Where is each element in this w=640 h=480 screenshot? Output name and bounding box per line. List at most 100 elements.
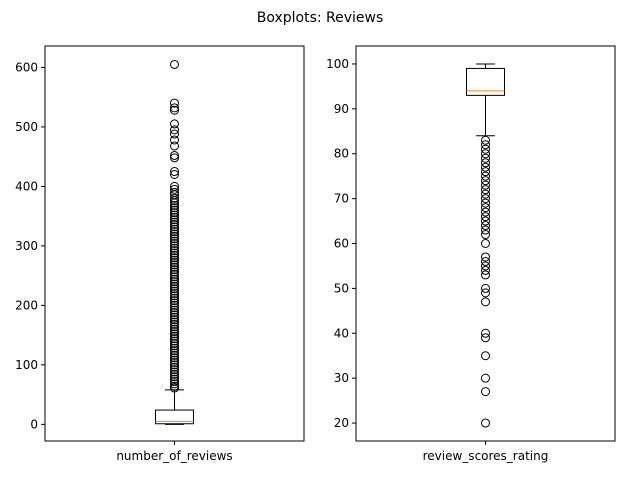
outlier-point [170,315,179,325]
outlier-point [481,171,490,181]
outlier-point [170,219,179,229]
outlier-point [170,255,179,265]
outlier-point [170,284,179,294]
outlier-point [170,217,179,227]
outlier-point [170,348,179,358]
outlier-point [170,246,179,256]
outlier-point [481,140,490,150]
outlier-point [481,265,490,275]
y-tick-label: 100 [15,358,38,372]
outlier-point [481,418,490,428]
outlier-point [170,329,179,339]
outlier-point [481,176,490,186]
outlier-point [481,261,490,271]
outlier-point [170,291,179,301]
outlier-point [170,360,179,370]
x-tick-label: number_of_reviews [116,449,232,463]
outlier-point [170,305,179,315]
outlier-point [170,341,179,351]
outlier-point [170,222,179,232]
outlier-point [170,310,179,320]
y-tick-label: 100 [326,57,349,71]
outlier-point [481,194,490,204]
boxplot-panel-1: 0 100 200 300 400 500 600 number_of_reviews [15,45,305,463]
outlier-point [481,256,490,266]
outlier-point [170,379,179,389]
outlier-point [481,149,490,159]
outlier-point [481,212,490,222]
outlier-point [170,250,179,260]
outlier-point [170,208,179,218]
outlier-point [170,105,179,115]
outlier-point [481,239,490,248]
outlier-point [170,288,179,298]
outlier-point [170,59,179,69]
outlier-point [170,229,179,239]
outlier-point [170,265,179,275]
y-tick-label: 200 [15,298,38,312]
outlier-point [170,298,179,308]
outlier-point [170,293,179,303]
y-tick-label: 0 [30,417,38,431]
outlier-point [481,207,490,217]
outlier-point [481,158,490,168]
outlier-point [170,103,179,113]
outlier-point [170,274,179,284]
outlier-point [481,270,490,280]
outlier-point [170,353,179,363]
outlier-point [481,221,490,231]
outlier-point [170,153,179,163]
outlier-point [170,260,179,270]
outlier-point [170,377,179,387]
outlier-point [170,277,179,287]
outlier-point [481,216,490,226]
outlier-point [170,150,179,160]
outlier-point [481,230,490,240]
outlier-point [170,241,179,251]
outlier-point [170,383,179,393]
outlier-point [170,125,179,135]
outlier-point [170,167,179,177]
y-tick-label: 600 [15,60,38,74]
outlier-point [481,333,490,343]
outlier-point [170,243,179,253]
outlier-point [170,267,179,277]
outlier-point [481,198,490,208]
outlier-point [481,387,490,397]
outlier-point [170,327,179,337]
outlier-point [170,200,179,210]
outlier-point [170,196,179,206]
outlier-point [481,185,490,195]
outlier-point [170,231,179,241]
outlier-point [481,283,490,293]
y-tick-label: 300 [15,239,38,253]
y-tick-label: 80 [334,147,349,161]
outlier-point [170,236,179,246]
outlier-point [170,357,179,367]
outlier-point [170,141,179,151]
outlier-point [170,272,179,282]
outlier-point [481,288,490,298]
outlier-point [170,239,179,248]
outlier-point [170,234,179,244]
outlier-point [481,162,490,172]
outlier-point [481,153,490,163]
outlier-point [170,205,179,215]
outlier-point [170,296,179,306]
outlier-point [170,317,179,327]
outlier-point [170,343,179,353]
outlier-point [481,203,490,213]
figure-title: Boxplots: Reviews [257,10,384,26]
outlier-point [170,372,179,382]
outlier-point [170,365,179,375]
outlier-point [170,203,179,213]
y-tick-label: 70 [334,192,349,206]
outlier-point [170,350,179,360]
outlier-point [170,374,179,384]
y-tick-label: 60 [334,237,349,251]
outlier-point [481,135,490,145]
outlier-point [170,346,179,356]
outlier-point [481,252,490,262]
y-tick-label: 400 [15,179,38,193]
